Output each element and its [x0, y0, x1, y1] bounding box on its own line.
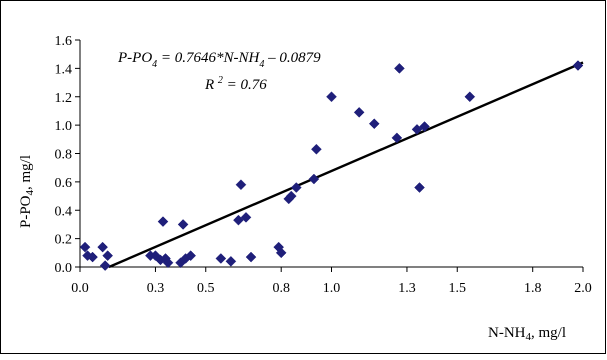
equation-annotation: P-PO4 = 0.7646*N-NH4 – 0.0879	[117, 50, 321, 70]
y-tick-label: 0.6	[55, 176, 73, 191]
data-point	[368, 118, 380, 130]
x-tick-label: 0.0	[71, 281, 89, 296]
data-point	[97, 241, 108, 253]
data-point	[177, 219, 189, 230]
x-tick-label: 1.0	[323, 281, 341, 296]
data-point	[290, 182, 302, 193]
data-point	[414, 182, 425, 193]
x-tick-label: 0.5	[197, 281, 215, 296]
data-point	[185, 250, 197, 262]
x-tick-label: 2.0	[574, 281, 592, 296]
data-point	[99, 260, 111, 271]
data-point	[394, 63, 405, 74]
x-tick-label: 0.8	[272, 281, 290, 296]
data-point	[245, 251, 257, 263]
data-point	[419, 121, 430, 132]
data-point	[233, 214, 244, 226]
x-tick-label: 1.3	[398, 281, 416, 296]
data-point	[285, 190, 297, 202]
x-tick-label: 1.8	[524, 281, 542, 296]
data-point	[411, 124, 423, 135]
x-axis-title: N-NH4, mg/l	[488, 325, 566, 343]
data-point	[572, 60, 584, 71]
data-point	[353, 107, 365, 118]
y-tick-label: 1.0	[55, 119, 73, 134]
data-point	[326, 91, 337, 103]
axes	[75, 39, 584, 272]
trendline-layer	[108, 61, 584, 269]
data-points	[79, 60, 584, 271]
data-point	[308, 173, 320, 185]
y-tick-label: 1.6	[55, 34, 73, 49]
data-point	[157, 216, 169, 227]
x-tick-label: 0.3	[147, 281, 165, 296]
data-point	[275, 247, 287, 259]
data-point	[225, 255, 237, 267]
y-tick-label: 0.8	[55, 148, 73, 163]
y-tick-label: 0.4	[55, 204, 73, 219]
y-axis-title: P-PO4, mg/l	[18, 155, 36, 228]
data-point	[391, 132, 403, 144]
y-tick-label: 0.0	[55, 261, 73, 276]
data-point	[79, 241, 91, 253]
data-point	[162, 257, 174, 269]
data-point	[102, 250, 114, 262]
y-tick-label: 0.2	[55, 233, 73, 248]
y-tick-label: 1.4	[55, 62, 73, 77]
x-tick-label: 1.5	[449, 281, 467, 296]
data-point	[235, 179, 247, 191]
tick-labels: 0.0 0.2 0.4 0.6 0.8 1.0 1.2 1.4 1.6 0.0 0.3 0.5 0.8 1…	[55, 34, 592, 296]
r-squared-annotation: R 2 = 0.76	[204, 75, 267, 93]
data-point	[240, 211, 252, 223]
data-point	[87, 251, 98, 263]
trendline	[108, 61, 584, 269]
y-tick-label: 1.2	[55, 91, 73, 106]
data-point	[464, 91, 476, 103]
data-point	[311, 143, 322, 155]
data-point	[215, 253, 227, 264]
